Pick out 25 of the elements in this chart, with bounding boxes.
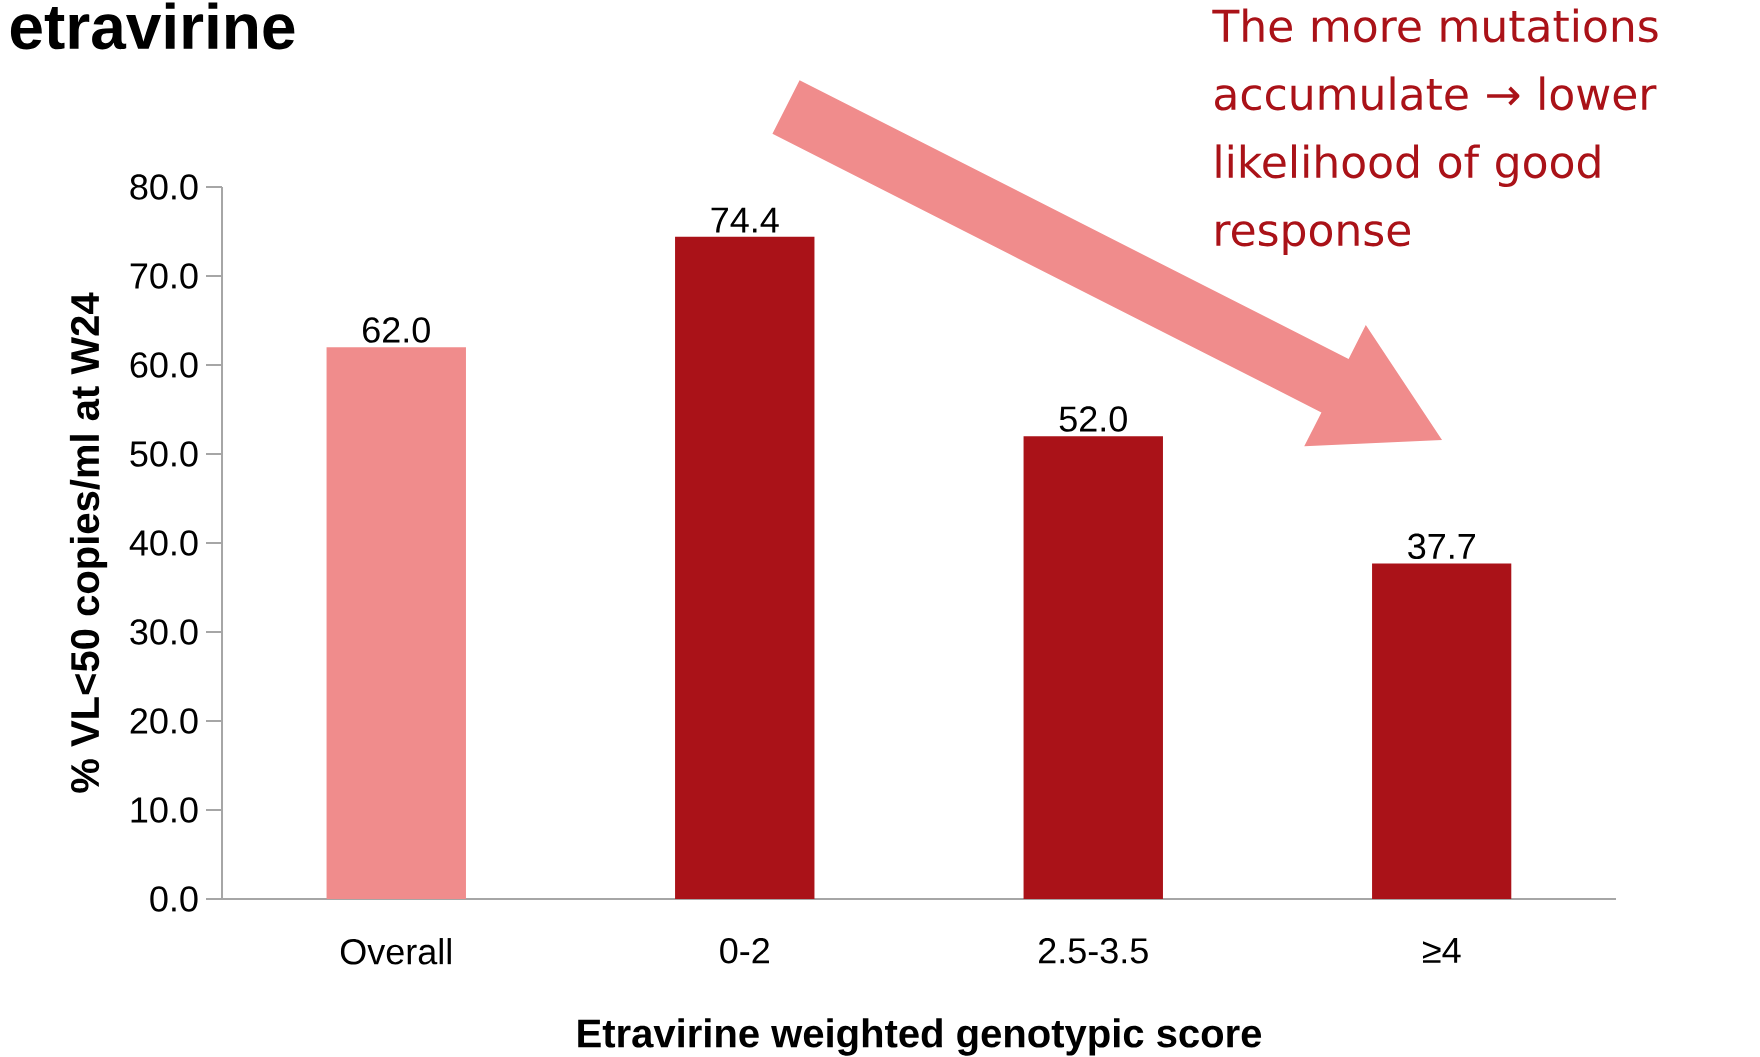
y-tick-label: 20.0 <box>130 708 198 734</box>
x-axis-title: Etravirine weighted genotypic score <box>578 1018 1262 1056</box>
y-tick-label: 80.0 <box>130 174 198 200</box>
x-tick-label: 2.5-3.5 <box>1039 938 1148 964</box>
chart-title: etravirine <box>10 2 295 50</box>
bar <box>326 347 466 899</box>
bar <box>675 236 815 899</box>
data-label: 62.0 <box>363 317 430 343</box>
bar <box>1023 436 1163 899</box>
y-tick-label: 60.0 <box>130 352 198 378</box>
data-label: 52.0 <box>1059 406 1127 432</box>
annotation: The more mutations accumulate → lower likelihood of good response <box>1212 8 1658 255</box>
x-tick-label: ≥4 <box>1423 938 1461 963</box>
x-tick-label: Overall <box>340 938 451 965</box>
data-label: 37.7 <box>1408 533 1475 560</box>
y-tick-label: 70.0 <box>130 263 198 289</box>
x-tick-label: 0-2 <box>720 938 769 964</box>
y-tick-label: 30.0 <box>130 619 198 645</box>
y-tick-label: 50.0 <box>130 441 198 467</box>
y-tick-label: 10.0 <box>131 797 198 823</box>
data-label: 74.4 <box>711 207 779 233</box>
y-tick-label: 0.0 <box>150 886 198 912</box>
bar <box>1372 563 1512 899</box>
y-tick-label: 40.0 <box>129 530 198 556</box>
y-axis-title: % VL<50 copies/ml at W24 <box>69 292 108 793</box>
